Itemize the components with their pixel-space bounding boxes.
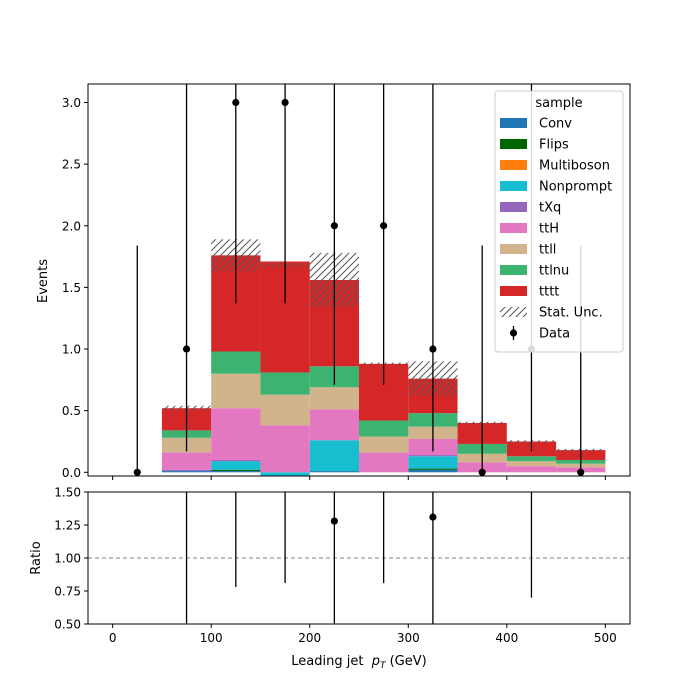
bar-tth-bin-3 bbox=[260, 425, 310, 473]
main-y-tick-label: 1.0 bbox=[62, 343, 81, 357]
x-axis-label-suffix: (GeV) bbox=[385, 654, 426, 669]
x-tick-label: 400 bbox=[495, 631, 518, 645]
bar-txq-bin-6 bbox=[408, 455, 458, 457]
ratio-y-tick-label: 1.00 bbox=[54, 552, 81, 566]
ratio-y-tick-label: 1.50 bbox=[54, 486, 81, 500]
legend-swatch-conv bbox=[500, 118, 527, 128]
legend-label-txq: tXq bbox=[539, 201, 561, 216]
legend-swatch-ttlnu bbox=[500, 265, 527, 275]
legend-swatch-ttll bbox=[500, 244, 527, 254]
x-axis-label-var: p bbox=[371, 654, 380, 669]
ratio-y-axis-label: Ratio bbox=[29, 541, 44, 574]
legend-label-nonprompt: Nonprompt bbox=[539, 180, 612, 195]
x-tick-label: 0 bbox=[109, 631, 117, 645]
bar-nonprompt-bin-2 bbox=[211, 461, 261, 470]
legend-marker-data bbox=[509, 329, 518, 337]
bar-conv-bin-2 bbox=[211, 471, 261, 473]
legend-label-tttt: tttt bbox=[539, 285, 559, 300]
ratio-y-tick-label: 0.50 bbox=[54, 618, 81, 632]
legend-label-stat-unc: Stat. Unc. bbox=[539, 306, 603, 321]
ratio-points bbox=[185, 492, 533, 624]
bar-ttlnu-bin-8 bbox=[506, 456, 557, 462]
ratio-y-tick-label: 1.25 bbox=[54, 519, 81, 533]
legend-swatch-flips bbox=[500, 139, 527, 149]
ratio-x-ticks: 0 100 200 300 400 500 bbox=[109, 624, 617, 645]
bar-ttlnu-bin-5 bbox=[359, 420, 409, 437]
x-tick-label: 200 bbox=[298, 631, 321, 645]
ratio-y-tick-label: 0.75 bbox=[54, 585, 81, 599]
bar-nonprompt-bin-3 bbox=[260, 472, 310, 476]
data-point-5 bbox=[380, 222, 388, 230]
main-y-tick-label: 2.0 bbox=[62, 219, 81, 233]
x-tick-label: 300 bbox=[397, 631, 420, 645]
bar-nonprompt-bin-4 bbox=[309, 440, 359, 472]
ratio-plot: 0.50 0.75 1.00 1.25 1.50 0 100 200 300 400 500 Ra… bbox=[29, 486, 631, 671]
legend: sample Conv Flips Multiboson Nonprompt tXq ttH… bbox=[494, 90, 624, 353]
main-y-tick-label: 0.0 bbox=[62, 466, 81, 480]
legend-swatch-stat-unc bbox=[500, 307, 527, 317]
legend-label-conv: Conv bbox=[539, 117, 572, 132]
legend-label-ttlnu: ttlnu bbox=[539, 264, 569, 279]
x-axis-label: Leading jet pT (GeV) bbox=[291, 654, 426, 671]
legend-label-tth: ttH bbox=[539, 222, 559, 237]
bar-ttll-bin-3 bbox=[260, 394, 310, 426]
x-tick-label: 100 bbox=[200, 631, 223, 645]
legend-swatch-tttt bbox=[500, 286, 527, 296]
legend-label-ttll: ttll bbox=[539, 243, 556, 258]
ratio-axes-frame bbox=[87, 491, 631, 625]
bar-tth-bin-4 bbox=[309, 409, 359, 441]
main-plot: 0.0 0.5 1.0 1.5 2.0 2.5 3.0 Events sample Conv F… bbox=[36, 83, 631, 480]
main-y-tick-label: 1.5 bbox=[62, 281, 81, 295]
bar-flips-bin-2 bbox=[211, 469, 261, 472]
x-tick-label: 500 bbox=[594, 631, 617, 645]
data-point-1 bbox=[182, 345, 191, 353]
legend-label-data: Data bbox=[539, 327, 570, 342]
main-y-tick-label: 2.5 bbox=[62, 158, 81, 172]
ratio-y-ticks: 0.50 0.75 1.00 1.25 1.50 bbox=[54, 486, 88, 632]
bar-conv-bin-1 bbox=[161, 471, 212, 473]
main-x-ticks bbox=[112, 476, 606, 480]
bar-tth-bin-2 bbox=[211, 408, 261, 460]
main-y-ticks: 0.0 0.5 1.0 1.5 2.0 2.5 3.0 bbox=[62, 96, 88, 480]
bar-ttll-bin-4 bbox=[309, 387, 359, 410]
main-y-tick-label: 0.5 bbox=[62, 404, 81, 418]
bar-flips-bin-6 bbox=[408, 468, 458, 470]
data-point-7 bbox=[478, 468, 486, 476]
ratio-point-3 bbox=[330, 517, 338, 525]
bar-ttll-bin-5 bbox=[359, 436, 409, 453]
legend-swatch-tth bbox=[500, 223, 527, 233]
legend-swatch-multiboson bbox=[500, 160, 527, 170]
ratio-point-5 bbox=[429, 513, 437, 521]
data-point-6 bbox=[429, 345, 437, 353]
legend-swatch-nonprompt bbox=[500, 181, 527, 191]
bar-conv-bin-6 bbox=[408, 469, 458, 473]
bar-ttlnu-bin-2 bbox=[211, 351, 261, 374]
main-axes-frame bbox=[87, 83, 631, 477]
bar-txq-bin-1 bbox=[161, 469, 212, 472]
data-point-9 bbox=[577, 468, 585, 476]
bar-txq-bin-2 bbox=[211, 459, 261, 462]
data-point-0 bbox=[133, 468, 141, 476]
legend-label-flips: Flips bbox=[539, 138, 569, 153]
main-y-tick-label: 3.0 bbox=[62, 96, 81, 110]
bar-tth-bin-8 bbox=[506, 466, 557, 473]
bar-ttlnu-bin-3 bbox=[260, 372, 310, 395]
data-point-3 bbox=[281, 98, 289, 107]
bar-ttll-bin-8 bbox=[506, 461, 557, 467]
legend-label-multiboson: Multiboson bbox=[539, 159, 610, 174]
main-y-axis-label: Events bbox=[36, 259, 51, 303]
bar-conv-bin-4 bbox=[309, 471, 359, 473]
bar-tth-bin-5 bbox=[359, 452, 409, 473]
x-axis-label-prefix: Leading jet bbox=[291, 654, 371, 669]
data-point-2 bbox=[232, 98, 240, 107]
bar-ttll-bin-2 bbox=[211, 373, 261, 409]
legend-title: sample bbox=[535, 96, 582, 111]
x-axis-label-sub: T bbox=[380, 661, 387, 671]
bar-nonprompt-bin-6 bbox=[408, 456, 458, 469]
data-point-4 bbox=[330, 222, 338, 230]
bar-tth-bin-1 bbox=[161, 452, 212, 470]
legend-swatch-txq bbox=[500, 202, 527, 212]
